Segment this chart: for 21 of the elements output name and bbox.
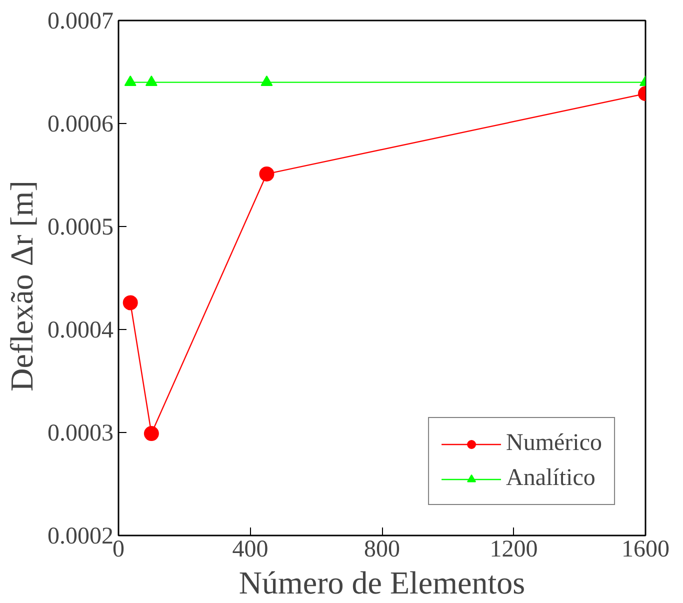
y-tick-label: 0.0003: [48, 420, 114, 446]
x-tick-label: 800: [364, 536, 400, 562]
y-tick-label: 0.0007: [48, 8, 114, 34]
y-axis-title: Deflexão Δr [m]: [4, 180, 40, 392]
x-tick-label: 0: [112, 536, 124, 562]
point: [144, 426, 159, 442]
y-tick-label: 0.0004: [48, 318, 114, 344]
legend-label: Numérico: [506, 430, 602, 457]
point: [124, 75, 136, 86]
x-tick-label: 400: [232, 536, 268, 562]
y-tick-label: 0.0005: [48, 214, 114, 240]
point: [145, 75, 158, 86]
point: [259, 166, 274, 182]
y-tick-label: 0.0006: [48, 112, 114, 138]
x-tick-label: 1600: [622, 536, 670, 562]
x-axis-title: Número de Elementos: [238, 564, 526, 600]
x-tick-label: 1200: [490, 536, 538, 562]
legend-label: Analítico: [506, 465, 596, 492]
point: [260, 75, 273, 86]
point: [122, 295, 138, 310]
y-tick-label: 0.0002: [48, 524, 114, 550]
